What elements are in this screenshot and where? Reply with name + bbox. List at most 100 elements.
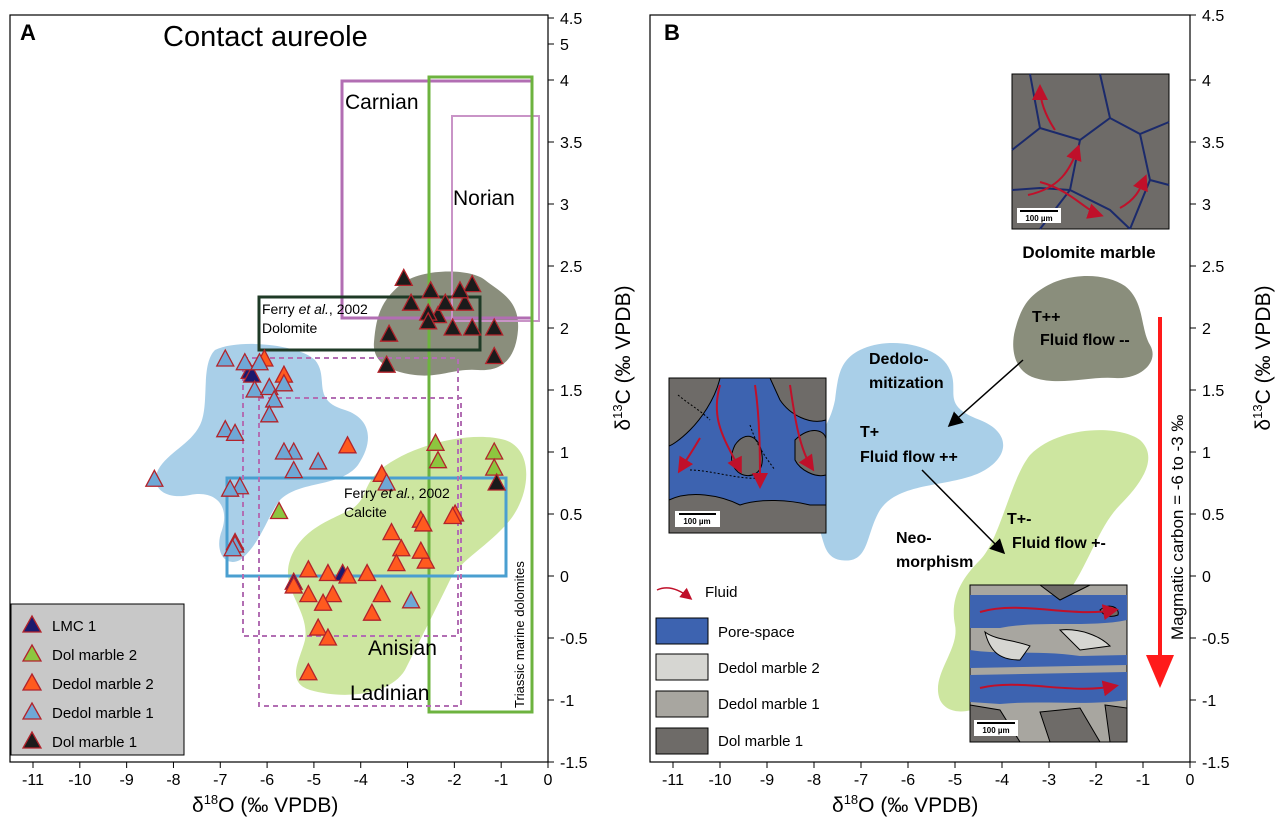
point-dedol-marble-2 [416,550,436,569]
x-tick-label: -11 [22,772,44,789]
axis-ticks-a: -11 -10 -9 -8 -7 -6 -5 -4 -3 -2 -1 0-1.5-1-0.500.51… [22,11,588,789]
label-dolomite: Dolomite [262,320,317,336]
point-dol-marble-2 [484,457,504,476]
point-dedol-marble-2 [298,584,318,603]
x-tick-label: -3 [400,772,414,789]
legend-a: LMC 1 Dol marble 2 Dedol marble 2 Dedol mar… [10,603,185,756]
axes-frame-b [649,14,1191,763]
y-tick-label: -0.5 [1202,631,1230,648]
x-tick-label: -5 [948,772,962,789]
legend-b-dedol1: Dedol marble 1 [718,696,820,713]
legend-marker [21,614,43,633]
y-tick-label: 1.5 [1202,383,1224,400]
scale-bar-label: 100 µm [683,517,710,526]
neo-2: morphism [896,554,973,571]
legend-marker [21,672,43,691]
point-dol-marble-2 [428,450,448,469]
x-tick-label: -3 [1042,772,1056,789]
dol-field-b [1013,275,1153,382]
y-tick-label: 3.5 [1202,135,1224,152]
y-axis-label-a: δ13C (‰ VPDB) [610,285,635,430]
y-tick-label: 3 [560,197,569,214]
legend-b-swatch [655,653,709,681]
point-dedol-marble-1 [284,460,304,479]
point-dedol-marble-2 [337,435,358,454]
point-dedol-marble-1 [401,590,421,609]
x-tick-label: -7 [854,772,868,789]
y-tick-label: 4 [1202,73,1211,90]
x-tick-label: -4 [995,772,1009,789]
legend-marker [21,730,43,749]
point-dedol-marble-1 [274,441,294,460]
point-dedol-marble-2 [413,513,433,532]
panel-b: 100 µm 100 µm [649,8,1275,817]
chart-title-a: Contact aureole [163,21,368,53]
y-tick-label: 4 [560,73,569,90]
neo-1: Neo- [896,530,932,547]
point-dedol-marble-1 [245,379,265,398]
scale-bar-label: 100 µm [982,726,1009,735]
y-tick-label: 0.5 [1202,507,1224,524]
point-dol-marble-1 [418,311,438,330]
legend-b-dedol2: Dedol marble 2 [718,660,820,677]
point-dedol-marble-2 [443,506,463,525]
scatter-points [144,268,507,681]
point-dedol-marble-1 [225,423,245,442]
dedolo-2: mitization [869,375,944,392]
y-tick-label: 3 [1202,197,1211,214]
y-tick-label: 2.5 [1202,259,1224,276]
point-dedol-marble-2 [337,565,358,584]
x-tick-label: -8 [807,772,821,789]
point-dol-marble-1 [379,323,399,342]
y-tick-label: 1 [1202,445,1211,462]
y-tick-label: 1.5 [560,383,582,400]
y-axis-label-b: δ13C (‰ VPDB) [1250,285,1275,430]
label-carnian: Carnian [345,91,419,114]
label-anisian: Anisian [368,637,437,660]
point-dedol-marble-2 [381,522,402,541]
x-tick-label: 0 [544,772,553,789]
point-dol-marble-1 [443,317,463,336]
point-dol-marble-1 [484,317,504,336]
point-dedol-marble-2 [391,538,411,557]
x-axis-label-b: δ18O (‰ VPDB) [832,792,978,817]
point-dedol-marble-2 [411,540,431,559]
point-dol-marble-1 [435,292,455,311]
point-dol-marble-1 [462,274,482,293]
y-tick-label: 3.5 [560,135,582,152]
legend-b-dol1: Dol marble 1 [718,733,803,750]
y-tick-label: -1.5 [1202,755,1230,772]
point-dol-marble-1 [401,292,421,311]
field-ferry-dolomite [257,295,482,352]
x-tick-label: -1 [1136,772,1150,789]
legend-b-swatch [655,727,709,755]
x-axis-label-a: δ18O (‰ VPDB) [192,792,338,817]
point-dol-marble-1 [450,280,470,299]
fluid-arrow-icon [656,587,693,600]
label-ferry-dolomite: Ferry et al., 2002 [262,301,368,317]
point-dedol-marble-1 [249,352,270,371]
point-dedol-marble-2 [386,553,406,572]
y-tick-label: -1 [1202,693,1216,710]
y-tick-label: 0 [1202,569,1211,586]
point-dedol-marble-1 [215,419,235,438]
point-dedol-marble-2 [284,575,304,594]
x-tick-label: -4 [354,772,368,789]
point-dol-marble-1 [462,317,482,336]
legend-label: Dol marble 1 [52,734,137,751]
arrow-dedol-to-neo [921,469,1006,555]
panel-label-a: A [20,20,36,45]
point-dedol-marble-2 [362,602,382,621]
dolomite-marble-label: Dolomite marble [1022,243,1155,262]
legend-b-swatch [655,690,709,718]
point-dedol-marble-2 [298,662,318,681]
t-pp: T++ [1032,309,1060,326]
point-dedol-marble-2 [323,584,343,603]
legend-marker [21,643,43,662]
point-dedol-marble-1 [377,472,397,491]
y-tick-label: 2.5 [560,259,582,276]
axis-ticks-b: -11 -10 -9 -8 -7 -6 -5 -4 -3 -2 -1 0-1.5-1-0.500.51… [662,8,1230,789]
legend-b-fluid: Fluid [705,584,738,601]
point-dol-marble-1 [455,292,475,311]
label-norian: Norian [453,187,515,210]
